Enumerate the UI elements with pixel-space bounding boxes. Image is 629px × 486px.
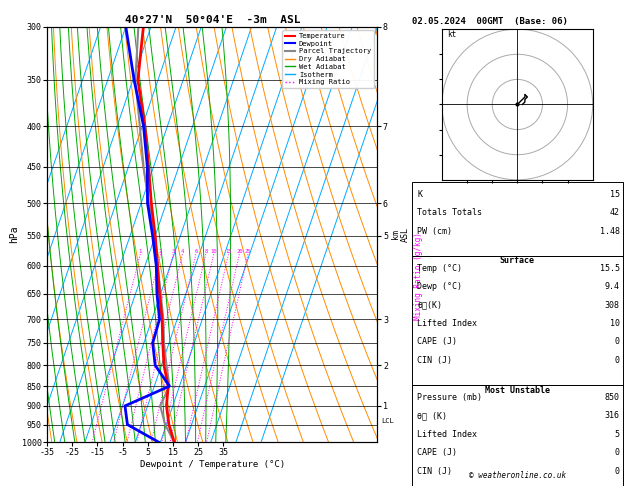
Text: 10: 10 — [211, 249, 217, 254]
Text: 0: 0 — [615, 356, 620, 365]
Text: 8: 8 — [204, 249, 208, 254]
Text: 15: 15 — [225, 249, 231, 254]
Text: 0: 0 — [615, 448, 620, 457]
Bar — [412, 385, 623, 486]
Text: K: K — [417, 190, 422, 199]
Bar — [412, 182, 623, 256]
Text: θᴇ(K): θᴇ(K) — [417, 300, 442, 310]
Text: 3: 3 — [172, 249, 175, 254]
Title: 40°27'N  50°04'E  -3m  ASL: 40°27'N 50°04'E -3m ASL — [125, 15, 300, 25]
Text: Most Unstable: Most Unstable — [485, 385, 550, 395]
Text: Dewp (°C): Dewp (°C) — [417, 282, 462, 291]
Bar — [412, 256, 623, 385]
Text: 1.48: 1.48 — [599, 226, 620, 236]
Text: LCL: LCL — [382, 418, 394, 424]
Text: 6: 6 — [194, 249, 198, 254]
Text: 0: 0 — [615, 337, 620, 347]
Text: 25: 25 — [245, 249, 251, 254]
Text: Lifted Index: Lifted Index — [417, 319, 477, 328]
Text: 42: 42 — [610, 208, 620, 217]
Text: PW (cm): PW (cm) — [417, 226, 452, 236]
Text: kt: kt — [447, 30, 456, 39]
Text: 308: 308 — [604, 300, 620, 310]
Text: CIN (J): CIN (J) — [417, 356, 452, 365]
Text: Temp (°C): Temp (°C) — [417, 263, 462, 273]
Text: 5: 5 — [615, 430, 620, 439]
Text: © weatheronline.co.uk: © weatheronline.co.uk — [469, 471, 566, 480]
Y-axis label: km
ASL: km ASL — [391, 227, 410, 242]
Text: θᴇ (K): θᴇ (K) — [417, 411, 447, 420]
Text: 15.5: 15.5 — [599, 263, 620, 273]
Text: CAPE (J): CAPE (J) — [417, 448, 457, 457]
Text: 02.05.2024  00GMT  (Base: 06): 02.05.2024 00GMT (Base: 06) — [412, 17, 568, 26]
Y-axis label: hPa: hPa — [9, 226, 19, 243]
Text: 4: 4 — [181, 249, 184, 254]
Text: 10: 10 — [610, 319, 620, 328]
Text: Lifted Index: Lifted Index — [417, 430, 477, 439]
Text: 20: 20 — [236, 249, 243, 254]
Text: Totals Totals: Totals Totals — [417, 208, 482, 217]
Text: 2: 2 — [159, 249, 162, 254]
Text: 1: 1 — [138, 249, 142, 254]
Text: Pressure (mb): Pressure (mb) — [417, 393, 482, 402]
Text: 9.4: 9.4 — [604, 282, 620, 291]
Text: 15: 15 — [610, 190, 620, 199]
Text: Surface: Surface — [500, 256, 535, 265]
Text: 316: 316 — [604, 411, 620, 420]
Text: CIN (J): CIN (J) — [417, 467, 452, 476]
Text: CAPE (J): CAPE (J) — [417, 337, 457, 347]
Text: 850: 850 — [604, 393, 620, 402]
X-axis label: Dewpoint / Temperature (°C): Dewpoint / Temperature (°C) — [140, 460, 285, 469]
Text: 0: 0 — [615, 467, 620, 476]
Text: Mixing Ratio (g/kg): Mixing Ratio (g/kg) — [414, 232, 423, 320]
Legend: Temperature, Dewpoint, Parcel Trajectory, Dry Adiabat, Wet Adiabat, Isotherm, Mi: Temperature, Dewpoint, Parcel Trajectory… — [282, 30, 374, 88]
